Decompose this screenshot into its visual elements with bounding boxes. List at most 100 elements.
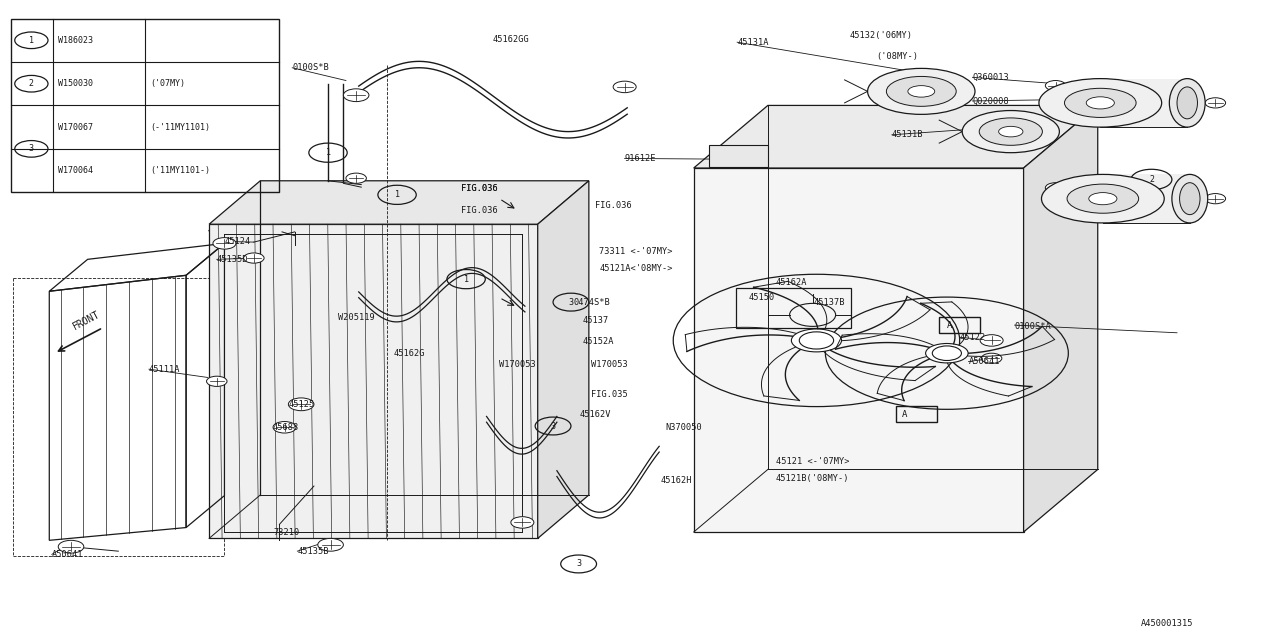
Circle shape (206, 376, 227, 387)
Circle shape (343, 89, 369, 102)
Circle shape (1046, 182, 1066, 193)
Text: W186023: W186023 (58, 36, 93, 45)
Text: 45162G: 45162G (393, 349, 425, 358)
Text: 3: 3 (550, 422, 556, 431)
Text: 3: 3 (29, 145, 33, 154)
Text: 45162H: 45162H (660, 476, 692, 485)
Ellipse shape (1042, 174, 1165, 223)
Text: 2: 2 (1149, 175, 1155, 184)
Text: FIG.036: FIG.036 (461, 184, 498, 193)
Text: 45135D: 45135D (216, 255, 248, 264)
Text: FIG.036: FIG.036 (461, 205, 498, 214)
Text: 45121 <-'07MY>: 45121 <-'07MY> (776, 457, 849, 467)
Text: A50641: A50641 (969, 357, 1000, 366)
Text: Q020008: Q020008 (973, 97, 1009, 106)
Text: A: A (947, 321, 952, 330)
Text: 45121A<'08MY->: 45121A<'08MY-> (599, 264, 672, 273)
Text: 1: 1 (325, 148, 330, 157)
Ellipse shape (1178, 87, 1198, 119)
Ellipse shape (791, 329, 841, 352)
Text: 45111A: 45111A (148, 365, 180, 374)
Circle shape (1206, 98, 1226, 108)
Text: 3: 3 (568, 298, 573, 307)
Ellipse shape (1065, 88, 1137, 117)
Polygon shape (209, 180, 589, 224)
Text: 45122: 45122 (960, 333, 986, 342)
Circle shape (799, 332, 833, 349)
Polygon shape (538, 180, 589, 538)
Text: 45162V: 45162V (580, 410, 612, 419)
Ellipse shape (1087, 97, 1115, 109)
Text: W150030: W150030 (58, 79, 93, 88)
Circle shape (1046, 81, 1066, 91)
Circle shape (288, 398, 314, 411)
Circle shape (273, 422, 296, 433)
Text: W205119: W205119 (338, 313, 375, 322)
Circle shape (212, 237, 236, 249)
Text: FIG.036: FIG.036 (595, 200, 632, 209)
Circle shape (346, 173, 366, 183)
Text: 45131B: 45131B (892, 131, 923, 140)
Text: 45162GG: 45162GG (493, 35, 530, 44)
Text: FIG.035: FIG.035 (591, 390, 628, 399)
Text: 45137B: 45137B (814, 298, 845, 307)
Text: A: A (902, 410, 908, 419)
Ellipse shape (925, 344, 968, 363)
Text: 2: 2 (29, 79, 33, 88)
Text: N370050: N370050 (666, 423, 703, 432)
Text: ('11MY1101-): ('11MY1101-) (150, 166, 210, 175)
Text: 1: 1 (463, 275, 468, 284)
Ellipse shape (886, 76, 956, 106)
Ellipse shape (868, 68, 975, 115)
Text: 45121B('08MY-): 45121B('08MY-) (776, 474, 849, 483)
Ellipse shape (963, 111, 1060, 153)
Circle shape (317, 538, 343, 551)
Text: W170053: W170053 (591, 360, 628, 369)
Circle shape (58, 540, 83, 553)
Text: A450001315: A450001315 (1142, 619, 1194, 628)
Ellipse shape (1039, 79, 1162, 127)
Ellipse shape (1068, 184, 1139, 213)
Circle shape (613, 81, 636, 93)
Bar (736, 288, 851, 328)
Text: Q360013: Q360013 (973, 73, 1009, 82)
Text: 45162A: 45162A (776, 278, 806, 287)
Text: ('08MY-): ('08MY-) (877, 52, 919, 61)
Text: 0474S*B: 0474S*B (573, 298, 611, 307)
Text: FIG.036: FIG.036 (461, 184, 498, 193)
Ellipse shape (1172, 174, 1208, 223)
Circle shape (982, 353, 1002, 364)
Ellipse shape (908, 86, 934, 97)
Circle shape (932, 346, 961, 360)
Circle shape (243, 253, 264, 263)
Bar (940, 317, 980, 333)
Text: FRONT: FRONT (72, 308, 101, 332)
Text: 73311 <-'07MY>: 73311 <-'07MY> (599, 246, 672, 255)
Polygon shape (209, 224, 538, 538)
Text: 1: 1 (394, 190, 399, 199)
Polygon shape (1024, 106, 1098, 532)
Bar (1103, 174, 1190, 223)
Bar (12, 19, 279, 192)
Polygon shape (694, 168, 1024, 532)
Text: 73210: 73210 (273, 527, 300, 536)
Circle shape (980, 335, 1004, 346)
Ellipse shape (1170, 79, 1206, 127)
Text: 45152A: 45152A (582, 337, 614, 346)
Text: 91612E: 91612E (625, 154, 657, 163)
Ellipse shape (1180, 182, 1201, 214)
Text: 45125: 45125 (288, 400, 315, 409)
Text: 0100S*B: 0100S*B (292, 63, 329, 72)
Text: W170053: W170053 (499, 360, 536, 369)
Text: 1: 1 (29, 36, 33, 45)
Circle shape (511, 516, 534, 528)
Text: 45688: 45688 (273, 423, 300, 432)
Ellipse shape (998, 126, 1023, 137)
Text: A50641: A50641 (51, 550, 83, 559)
Text: 45124: 45124 (224, 237, 251, 246)
Text: W170064: W170064 (58, 166, 93, 175)
Text: 45150: 45150 (749, 293, 774, 302)
Text: 45131A: 45131A (737, 38, 769, 47)
Ellipse shape (1089, 193, 1117, 205)
Polygon shape (694, 106, 1098, 168)
